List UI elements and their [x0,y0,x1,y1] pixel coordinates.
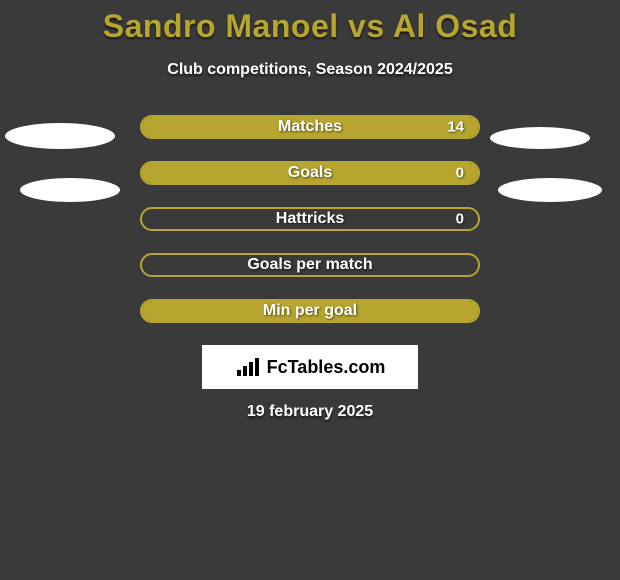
barchart-icon [235,356,261,378]
stat-label: Goals [288,164,332,182]
stat-row: Matches 14 [140,115,480,139]
decorative-ellipse [490,127,590,149]
stat-value: 0 [456,165,464,182]
stat-label: Matches [278,118,342,136]
decorative-ellipse [5,123,115,149]
stat-row: Hattricks 0 [140,207,480,231]
site-logo: FcTables.com [202,345,418,389]
stat-value: 0 [456,211,464,228]
stat-bar-track: Goals per match [140,253,480,277]
stat-bar-track: Matches 14 [140,115,480,139]
site-logo-text: FcTables.com [267,357,386,378]
stat-row: Goals per match [140,253,480,277]
decorative-ellipse [20,178,120,202]
stat-bar-track: Hattricks 0 [140,207,480,231]
stat-label: Hattricks [276,210,344,228]
page-subtitle: Club competitions, Season 2024/2025 [0,61,620,79]
date-line: 19 february 2025 [0,403,620,421]
page-title: Sandro Manoel vs Al Osad [0,0,620,45]
stat-label: Min per goal [263,302,357,320]
stat-label: Goals per match [247,256,372,274]
stat-bar-track: Goals 0 [140,161,480,185]
stat-bar-track: Min per goal [140,299,480,323]
stat-row: Goals 0 [140,161,480,185]
stat-value: 14 [447,119,464,136]
stat-row: Min per goal [140,299,480,323]
decorative-ellipse [498,178,602,202]
